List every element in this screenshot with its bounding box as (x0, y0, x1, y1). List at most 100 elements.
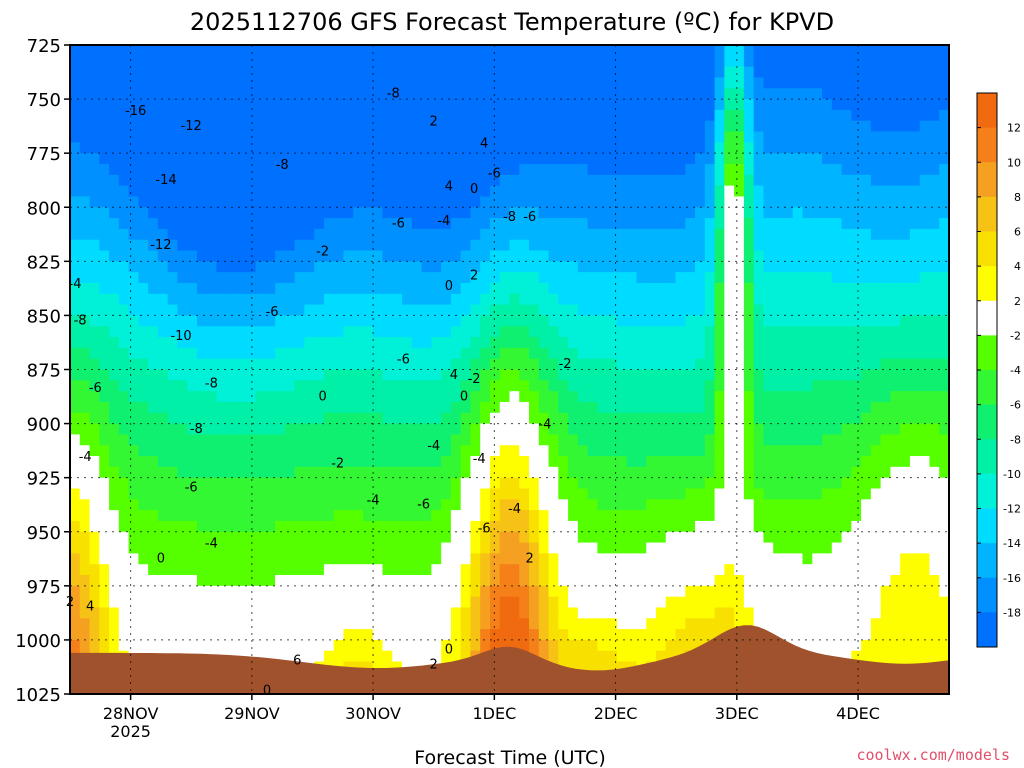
contour-label: 0 (263, 684, 271, 699)
contour-label: 0 (157, 552, 165, 567)
colorbar-segment (977, 612, 997, 648)
y-tick-label: 950 (27, 523, 61, 544)
x-tick-label: 1DEC (472, 704, 516, 723)
contour-label: -4 (437, 214, 450, 229)
contour-label: 0 (318, 390, 326, 405)
contour-label: -4 (69, 277, 82, 292)
x-tick-label: 30NOV (345, 704, 401, 723)
contour-label: -14 (155, 173, 176, 188)
contour-label: -8 (276, 158, 289, 173)
colorbar-segment (977, 231, 997, 267)
y-tick-label: 800 (27, 198, 61, 219)
colorbar-label: -2 (1010, 329, 1021, 342)
contour-label: 4 (445, 180, 453, 195)
y-tick-label: 750 (27, 90, 61, 111)
credit-text: coolwx.com/models (856, 746, 1010, 764)
y-tick-label: 1000 (15, 631, 61, 652)
contour-label: 4 (480, 136, 488, 151)
x-axis-label: Forecast Time (UTC) (414, 747, 605, 768)
contour-label: -6 (478, 521, 491, 536)
x-tick-label: 28NOV (103, 704, 159, 723)
colorbar-segment (977, 370, 997, 406)
colorbar-label: -16 (1003, 572, 1021, 585)
contour-label: -12 (150, 238, 171, 253)
y-tick-label: 1025 (15, 685, 61, 706)
y-tick-label: 775 (27, 144, 61, 165)
y-tick-label: 850 (27, 306, 61, 327)
contour-label: 4 (86, 599, 94, 614)
y-tick-label: 825 (27, 252, 61, 273)
contour-label: -6 (397, 353, 410, 368)
contour-label: -6 (266, 305, 279, 320)
contour-label: -8 (503, 210, 516, 225)
contour-label: -8 (387, 87, 400, 102)
contour-label: 4 (450, 368, 458, 383)
x-tick-sublabel: 2025 (110, 722, 151, 741)
colorbar-label: -12 (1003, 503, 1021, 516)
y-tick-label: 975 (27, 577, 61, 598)
contour-label: -4 (538, 418, 551, 433)
colorbar-segment (977, 473, 997, 510)
contour-label: -4 (473, 452, 486, 467)
contour-label: 2 (430, 115, 438, 130)
colorbar-label: 8 (1014, 191, 1021, 204)
colorbar-segment (977, 266, 997, 302)
y-tick-label: 875 (27, 361, 61, 382)
contour-label: -6 (185, 480, 198, 495)
colorbar-label: 6 (1014, 226, 1021, 239)
contour-label: -4 (79, 450, 92, 465)
colorbar-segment (977, 127, 997, 163)
colorbar-label: -8 (1010, 433, 1021, 446)
temperature-fills (70, 45, 950, 695)
contour-label: 0 (470, 182, 478, 197)
colorbar-segment (977, 196, 997, 233)
contour-label: -12 (181, 119, 202, 134)
colorbar-segment (977, 335, 997, 371)
contour-label: 6 (293, 653, 301, 668)
chart-title: 2025112706 GFS Forecast Temperature (ºC)… (190, 8, 834, 36)
contour-labels: -16-12-14-12-8-10-8-8-6-6-6-4-4-4-8-8-6-… (66, 87, 572, 699)
colorbar-label: -10 (1003, 468, 1021, 481)
contour-label: -6 (523, 210, 536, 225)
colorbar-segment (977, 162, 997, 198)
contour-label: -10 (170, 329, 191, 344)
x-tick-label: 3DEC (715, 704, 759, 723)
colorbar-label: 4 (1014, 260, 1021, 273)
contour-label: -4 (367, 493, 380, 508)
contour-label: 2 (430, 658, 438, 673)
contour-label: -4 (508, 502, 521, 517)
contour-label: -6 (417, 498, 430, 513)
contour-label: -4 (427, 439, 440, 454)
colorbar-segment (977, 439, 997, 475)
x-tick-label: 2DEC (594, 704, 638, 723)
y-tick-label: 900 (27, 415, 61, 436)
contour-label: -16 (125, 104, 146, 119)
colorbar-segment (977, 93, 997, 129)
colorbar-label: -4 (1010, 364, 1021, 377)
contour-label: 0 (460, 390, 468, 405)
contour-label: -2 (559, 357, 572, 372)
grid-lines (70, 44, 949, 695)
colorbar-segment (977, 577, 997, 613)
contour-label: -4 (205, 537, 218, 552)
contour-label: -6 (89, 381, 102, 396)
contour-label: 0 (445, 279, 453, 294)
contour-label: -8 (74, 314, 87, 329)
colorbar-segment (977, 300, 997, 336)
colorbar-segment (977, 508, 997, 544)
terrain-shape (70, 625, 949, 694)
plot-area: -16-12-14-12-8-10-8-8-6-6-6-4-4-4-8-8-6-… (66, 44, 950, 699)
colorbar-label: 2 (1014, 295, 1021, 308)
colorbar-segment (977, 404, 997, 440)
colorbar-label: -14 (1003, 537, 1021, 550)
contour-label: -6 (392, 216, 405, 231)
contour-label: -2 (468, 372, 481, 387)
x-tick-label: 29NOV (224, 704, 280, 723)
contour-label: -2 (316, 245, 329, 260)
y-tick-label: 925 (27, 469, 61, 490)
terrain-layer (70, 625, 949, 694)
contour-label: -6 (488, 167, 501, 182)
contour-label: 2 (470, 268, 478, 283)
